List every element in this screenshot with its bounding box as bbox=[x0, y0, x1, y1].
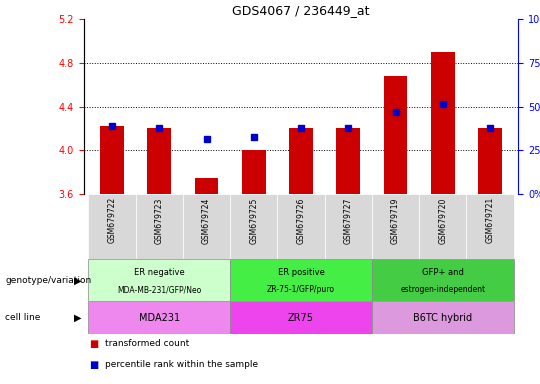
Bar bbox=[242, 150, 266, 194]
Text: ER negative: ER negative bbox=[134, 268, 185, 277]
Bar bbox=[147, 128, 171, 194]
Text: GSM679725: GSM679725 bbox=[249, 197, 258, 243]
Bar bbox=[372, 301, 514, 334]
Text: GSM679722: GSM679722 bbox=[107, 197, 117, 243]
Text: ER positive: ER positive bbox=[278, 268, 325, 277]
Text: ■: ■ bbox=[89, 360, 98, 370]
Text: GSM679727: GSM679727 bbox=[344, 197, 353, 243]
Text: ZR75: ZR75 bbox=[288, 313, 314, 323]
Bar bbox=[289, 128, 313, 194]
Text: ▶: ▶ bbox=[74, 313, 82, 323]
Text: MDA-MB-231/GFP/Neo: MDA-MB-231/GFP/Neo bbox=[117, 285, 201, 294]
Text: MDA231: MDA231 bbox=[139, 313, 180, 323]
Bar bbox=[325, 194, 372, 259]
Text: transformed count: transformed count bbox=[105, 339, 190, 348]
Text: GSM679724: GSM679724 bbox=[202, 197, 211, 243]
Title: GDS4067 / 236449_at: GDS4067 / 236449_at bbox=[232, 3, 370, 17]
Text: estrogen-independent: estrogen-independent bbox=[400, 285, 485, 294]
Bar bbox=[384, 76, 407, 194]
Bar bbox=[372, 259, 514, 301]
Bar bbox=[336, 128, 360, 194]
Text: GFP+ and: GFP+ and bbox=[422, 268, 464, 277]
Bar bbox=[100, 126, 124, 194]
Bar bbox=[183, 194, 230, 259]
Text: ■: ■ bbox=[89, 339, 98, 349]
Text: percentile rank within the sample: percentile rank within the sample bbox=[105, 360, 259, 369]
Bar bbox=[89, 194, 136, 259]
Text: GSM679726: GSM679726 bbox=[296, 197, 306, 243]
Text: B6TC hybrid: B6TC hybrid bbox=[413, 313, 472, 323]
Bar bbox=[230, 301, 372, 334]
Bar bbox=[478, 128, 502, 194]
Bar bbox=[89, 259, 230, 301]
Bar bbox=[136, 194, 183, 259]
Text: cell line: cell line bbox=[5, 313, 41, 322]
Text: GSM679719: GSM679719 bbox=[391, 197, 400, 243]
Text: genotype/variation: genotype/variation bbox=[5, 276, 92, 285]
Bar bbox=[230, 259, 372, 301]
Text: GSM679721: GSM679721 bbox=[485, 197, 495, 243]
Bar bbox=[467, 194, 514, 259]
Text: ▶: ▶ bbox=[74, 275, 82, 285]
Bar bbox=[195, 177, 218, 194]
Text: ZR-75-1/GFP/puro: ZR-75-1/GFP/puro bbox=[267, 285, 335, 294]
Bar bbox=[431, 52, 455, 194]
Text: GSM679723: GSM679723 bbox=[155, 197, 164, 243]
Bar bbox=[89, 301, 230, 334]
Bar bbox=[372, 194, 419, 259]
Bar bbox=[419, 194, 467, 259]
Text: GSM679720: GSM679720 bbox=[438, 197, 447, 243]
Bar bbox=[230, 194, 278, 259]
Bar bbox=[278, 194, 325, 259]
